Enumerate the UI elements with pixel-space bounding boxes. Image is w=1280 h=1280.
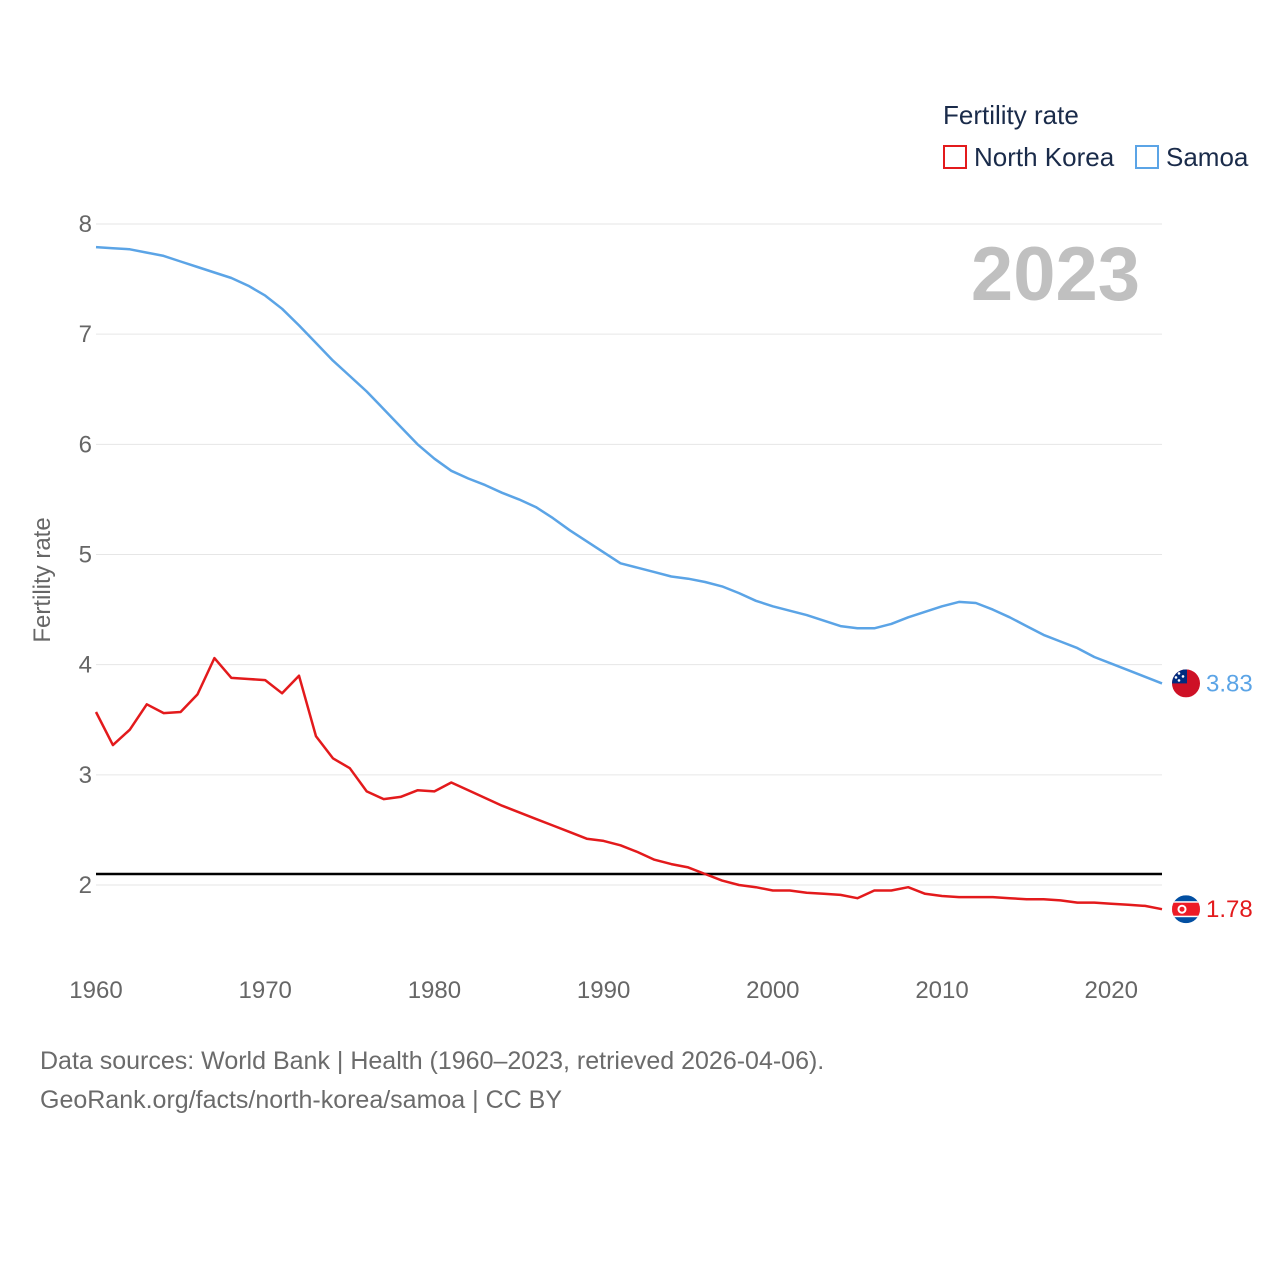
y-tick-7: 7: [79, 321, 92, 348]
end-value-samoa: 3.83: [1206, 670, 1253, 697]
y-axis-label: Fertility rate: [29, 517, 56, 642]
x-tick-1990: 1990: [577, 977, 630, 1004]
x-tick-labels: 1960 1970 1980 1990 2000 2010 2020: [69, 977, 1138, 1004]
x-tick-2010: 2010: [915, 977, 968, 1004]
y-tick-3: 3: [79, 762, 92, 789]
x-tick-1960: 1960: [69, 977, 122, 1004]
end-value-north-korea: 1.78: [1206, 896, 1253, 923]
x-tick-2020: 2020: [1085, 977, 1138, 1004]
series-line-samoa[interactable]: [95, 245, 1163, 685]
legend-label-samoa[interactable]: Samoa: [1166, 142, 1249, 172]
series-line-north-korea[interactable]: [94, 656, 1163, 911]
legend-title: Fertility rate: [943, 100, 1079, 130]
legend-label-north-korea[interactable]: North Korea: [974, 142, 1115, 172]
y-gridlines: [96, 223, 1162, 886]
y-tick-6: 6: [79, 431, 92, 458]
x-tick-2000: 2000: [746, 977, 799, 1004]
y-tick-4: 4: [79, 652, 92, 679]
y-tick-2: 2: [79, 872, 92, 899]
x-tick-1970: 1970: [239, 977, 292, 1004]
y-tick-8: 8: [79, 211, 92, 238]
y-tick-labels: 2 3 4 5 6 7 8: [79, 211, 92, 899]
north-korea-flag-icon: [1172, 895, 1200, 924]
legend-swatch-samoa[interactable]: [1135, 145, 1159, 169]
footer-sources: Data sources: World Bank | Health (1960–…: [40, 1047, 824, 1075]
legend-swatch-north-korea[interactable]: [943, 145, 967, 169]
footer-credit[interactable]: GeoRank.org/facts/north-korea/samoa | CC…: [40, 1086, 562, 1114]
year-label: 2023: [971, 232, 1140, 317]
samoa-flag-icon: [1172, 669, 1200, 698]
y-tick-5: 5: [79, 542, 92, 569]
x-tick-1980: 1980: [408, 977, 461, 1004]
